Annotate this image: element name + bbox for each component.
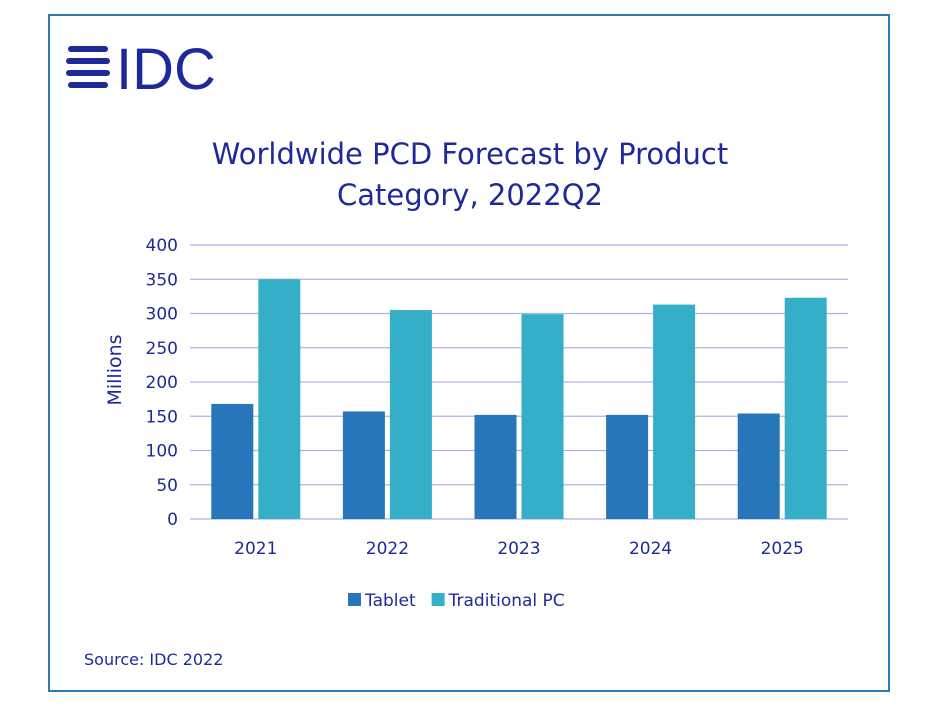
- x-tick-label: 2022: [366, 539, 409, 559]
- bar-traditional-pc-2023: [521, 314, 564, 519]
- legend-swatch-traditional-pc: [431, 593, 445, 606]
- chart-title-line-1: Worldwide PCD Forecast by Product: [212, 137, 728, 171]
- y-tick-label: 200: [146, 373, 178, 393]
- y-axis-label: Millions: [104, 334, 126, 405]
- bar-tablet-2021: [211, 403, 254, 519]
- bar-tablet-2024: [606, 414, 649, 519]
- y-tick-label: 300: [146, 305, 178, 325]
- y-tick-label: 0: [167, 510, 178, 530]
- bar-traditional-pc-2025: [784, 297, 827, 519]
- y-tick-label: 350: [146, 270, 178, 290]
- x-tick-label: 2025: [761, 539, 804, 559]
- bar-traditional-pc-2024: [653, 304, 696, 519]
- legend-label: Traditional PC: [448, 591, 565, 611]
- chart-title: Worldwide PCD Forecast by Product Catego…: [212, 137, 728, 212]
- chart-frame: [48, 14, 890, 692]
- bar-tablet-2023: [474, 414, 517, 519]
- bar-tablet-2022: [342, 411, 385, 519]
- x-tick-label: 2021: [234, 539, 277, 559]
- bar-traditional-pc-2021: [258, 279, 301, 519]
- y-tick-label: 400: [146, 236, 178, 256]
- source-note: Source: IDC 2022: [84, 650, 224, 669]
- x-tick-label: 2024: [629, 539, 672, 559]
- chart-title-line-2: Category, 2022Q2: [337, 178, 603, 212]
- idc-logo: IDC: [66, 37, 216, 102]
- y-tick-label: 50: [156, 476, 178, 496]
- bar-tablet-2025: [737, 413, 780, 519]
- x-tick-label: 2023: [497, 539, 540, 559]
- legend-label: Tablet: [364, 591, 416, 611]
- y-tick-label: 100: [146, 442, 178, 462]
- y-tick-label: 250: [146, 339, 178, 359]
- legend-swatch-tablet: [348, 593, 361, 606]
- idc-logo-globe-icon: [66, 46, 110, 88]
- idc-logo-text: IDC: [116, 37, 216, 102]
- y-tick-label: 150: [146, 407, 178, 427]
- bar-traditional-pc-2022: [389, 310, 432, 519]
